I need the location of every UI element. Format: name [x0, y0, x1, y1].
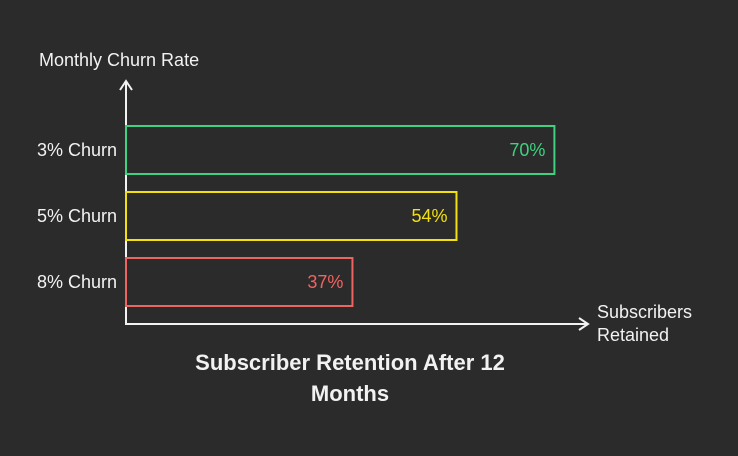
chart-title: Subscriber Retention After 12 Months [195, 350, 505, 406]
bar [125, 257, 354, 307]
value-label: 37% [307, 272, 343, 292]
bar [125, 125, 556, 175]
value-label: 54% [411, 206, 447, 226]
x-axis-arrow [578, 317, 590, 331]
y-axis-label: Monthly Churn Rate [39, 50, 200, 70]
x-axis-label: Subscribers Retained [597, 302, 693, 345]
bar [125, 191, 458, 241]
category-label: 5% Churn [37, 206, 117, 226]
category-label: 3% Churn [37, 140, 117, 160]
y-axis-arrow [119, 79, 133, 91]
value-label: 70% [509, 140, 545, 160]
category-label: 8% Churn [37, 272, 117, 292]
